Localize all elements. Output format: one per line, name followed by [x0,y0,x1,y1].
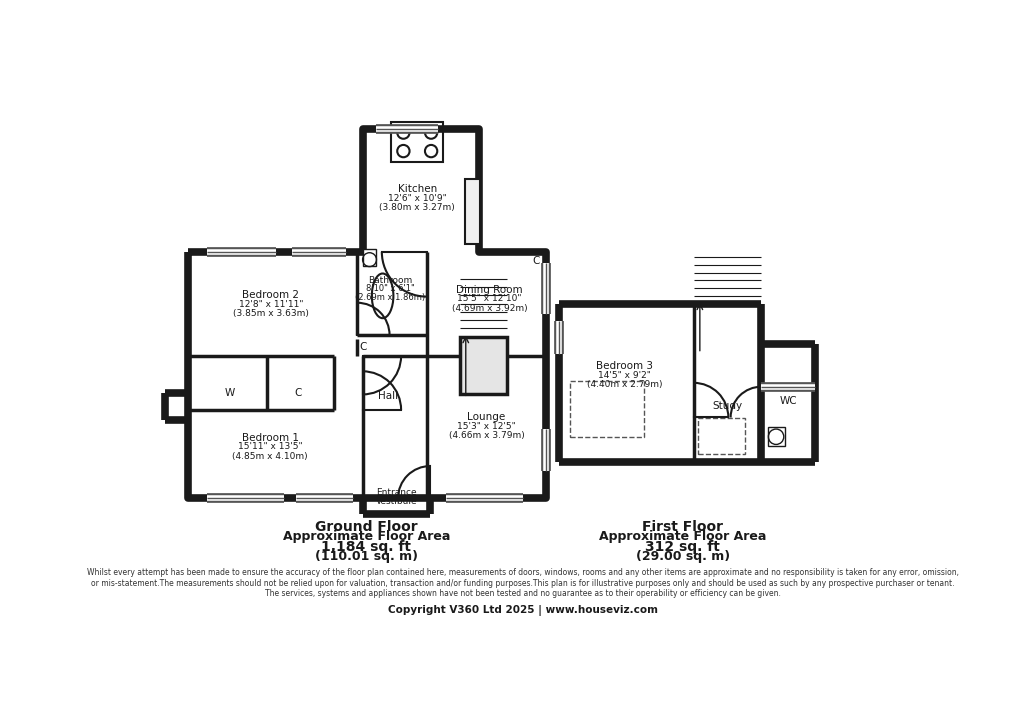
Text: First Floor: First Floor [642,520,722,534]
Polygon shape [187,129,545,498]
Text: Approximate Floor Area: Approximate Floor Area [282,530,449,543]
Text: Copyright V360 Ltd 2025 | www.houseviz.com: Copyright V360 Ltd 2025 | www.houseviz.c… [387,605,657,616]
Text: (29.00 sq. m): (29.00 sq. m) [635,550,730,563]
Text: Bedroom 3: Bedroom 3 [595,361,652,371]
Text: 1,184 sq. ft: 1,184 sq. ft [321,540,411,554]
Text: Hall: Hall [378,391,397,401]
Text: 12'6" x 10'9": 12'6" x 10'9" [387,194,446,202]
Text: Approximate Floor Area: Approximate Floor Area [598,530,766,543]
Text: (4.69m x 3.92m): (4.69m x 3.92m) [451,304,527,312]
Text: Dining Room: Dining Room [455,284,523,294]
Bar [362,249,376,266]
Polygon shape [164,393,187,420]
Text: C: C [293,388,302,398]
Text: (4.85m x 4.10m): (4.85m x 4.10m) [232,451,308,461]
Text: C: C [360,342,367,351]
Bar [460,337,506,395]
Bar [767,427,784,446]
Bar [390,122,443,162]
Polygon shape [761,344,814,462]
Text: 12'8" x 11'11": 12'8" x 11'11" [238,300,303,309]
Text: 8'10" x 6'1": 8'10" x 6'1" [366,284,415,294]
Bar [698,418,744,454]
Text: W: W [225,388,235,398]
Polygon shape [362,498,430,514]
Text: (2.69m x 1.86m): (2.69m x 1.86m) [355,293,425,302]
Text: Ground Floor: Ground Floor [315,520,418,534]
Text: Lounge: Lounge [467,413,505,423]
Text: Study: Study [712,401,742,411]
Text: Bathroom: Bathroom [368,276,412,285]
Text: (4.66m x 3.79m): (4.66m x 3.79m) [448,431,524,441]
Text: C: C [532,256,539,266]
Text: Kitchen: Kitchen [397,184,436,194]
Text: 15'3" x 12'5": 15'3" x 12'5" [457,422,516,431]
Text: Entrance: Entrance [376,488,417,498]
Text: 312 sq. ft: 312 sq. ft [645,540,719,554]
Text: Bedroom 2: Bedroom 2 [243,290,300,300]
Text: WC: WC [779,395,797,405]
Text: (4.40m x 2.79m): (4.40m x 2.79m) [586,380,661,389]
Text: (3.80m x 3.27m): (3.80m x 3.27m) [379,203,454,212]
Polygon shape [558,304,761,462]
Text: Whilst every attempt has been made to ensure the accuracy of the floor plan cont: Whilst every attempt has been made to en… [87,568,958,598]
Text: Vestibule: Vestibule [375,497,417,506]
Text: 14'5" x 9'2": 14'5" x 9'2" [597,371,650,379]
Bar [465,179,480,244]
Text: (110.01 sq. m): (110.01 sq. m) [315,550,418,563]
Ellipse shape [372,274,393,318]
Bar [570,381,643,437]
Text: 15'5" x 12'10": 15'5" x 12'10" [457,294,522,303]
Text: (3.85m x 3.63m): (3.85m x 3.63m) [232,309,309,318]
Text: 15'11" x 13'5": 15'11" x 13'5" [237,442,303,451]
Text: Bedroom 1: Bedroom 1 [242,433,299,443]
